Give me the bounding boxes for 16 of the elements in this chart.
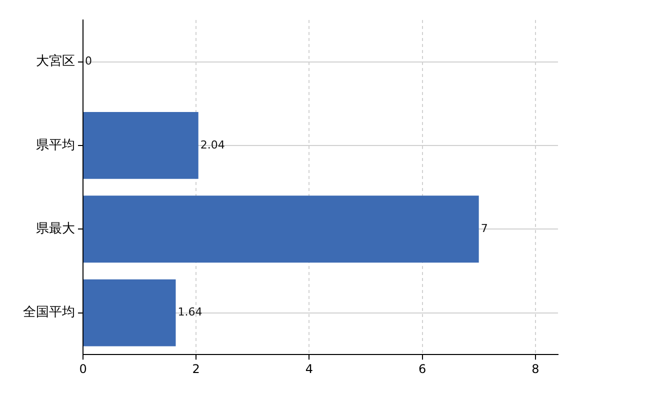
y-tick-label: 大宮区 — [36, 53, 75, 70]
x-tick-label: 6 — [418, 362, 426, 376]
x-tick-label: 0 — [79, 362, 87, 376]
x-tick-label: 2 — [192, 362, 200, 376]
bar — [84, 112, 198, 179]
data-label: 1.64 — [178, 306, 202, 319]
data-label: 7 — [480, 222, 488, 235]
x-tick-label: 4 — [305, 362, 314, 376]
x-tick-label: 8 — [532, 362, 540, 376]
y-tick-label: 県平均 — [36, 138, 75, 153]
y-tick-label: 県最大 — [36, 222, 75, 236]
data-label: 0 — [85, 54, 92, 68]
y-tick-label: 全国平均 — [23, 305, 75, 320]
data-label: 2.04 — [200, 138, 225, 152]
bar — [84, 279, 176, 346]
bar — [84, 196, 479, 263]
